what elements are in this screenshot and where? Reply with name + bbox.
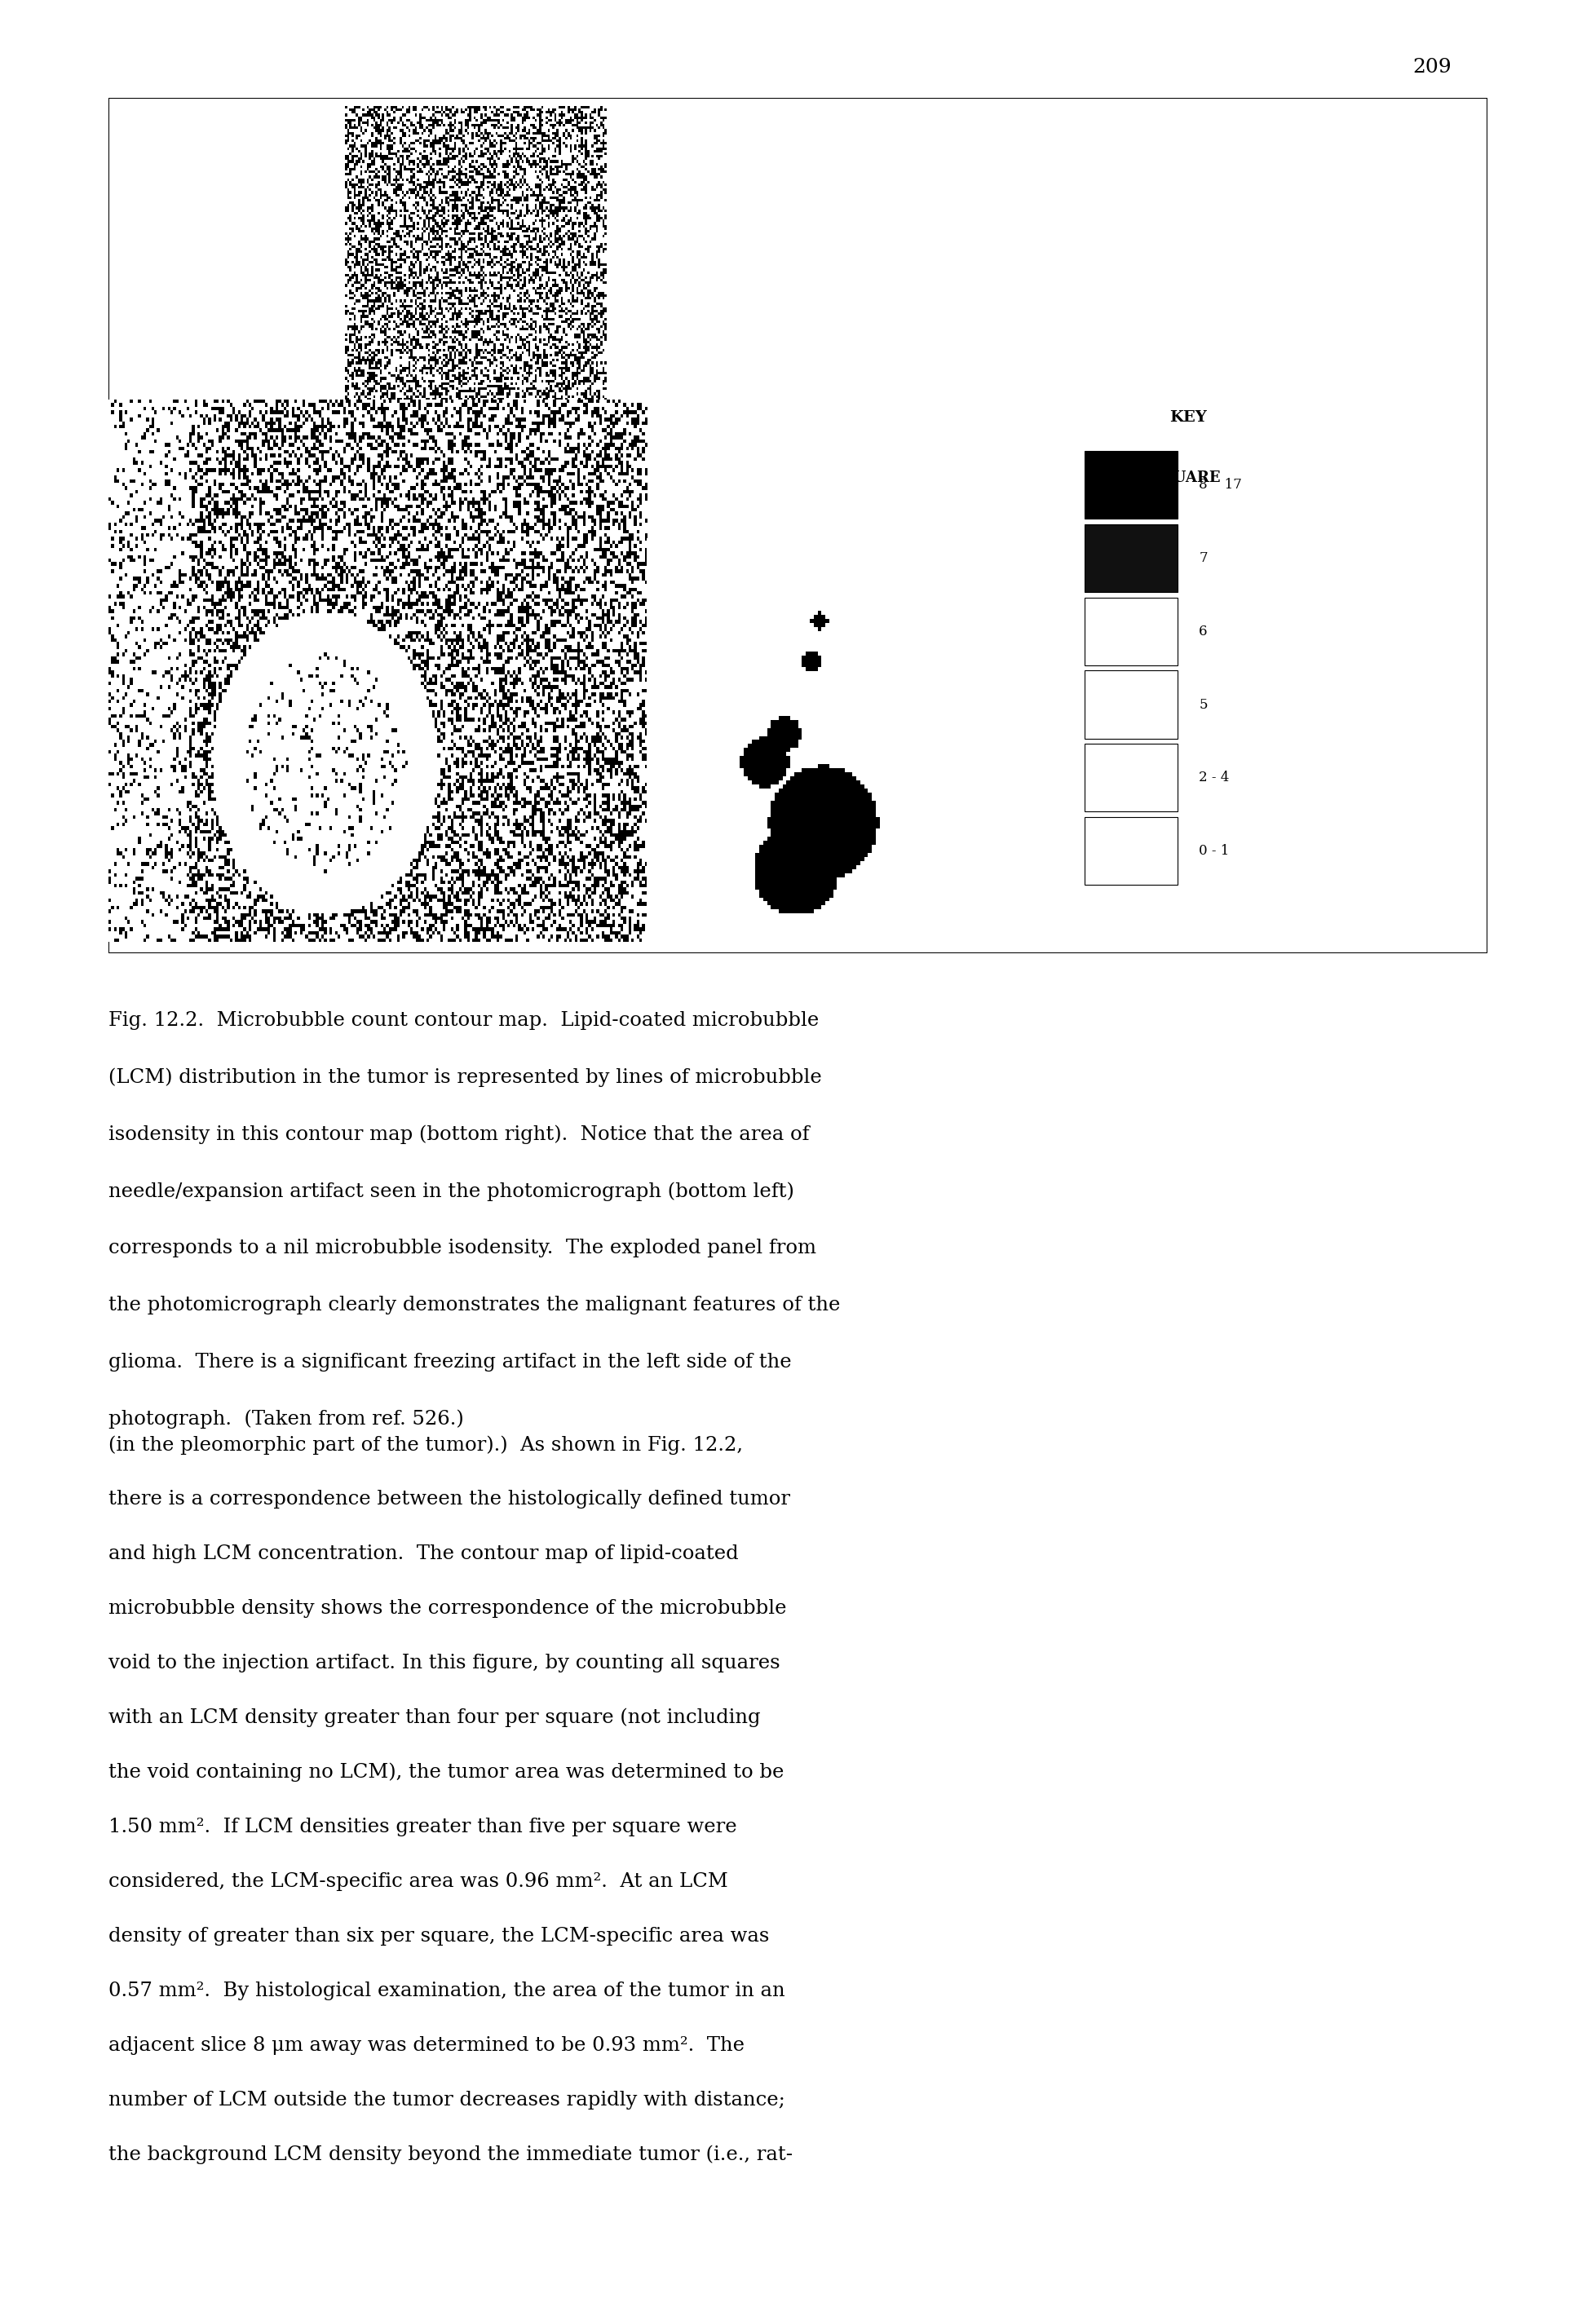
Text: void to the injection artifact. In this figure, by counting all squares: void to the injection artifact. In this … xyxy=(108,1655,780,1673)
Text: 2 - 4: 2 - 4 xyxy=(1200,772,1230,786)
Bar xyxy=(1085,525,1177,593)
Bar xyxy=(1085,597,1177,665)
Bar xyxy=(1085,451,1177,518)
Bar xyxy=(1085,744,1177,811)
Text: number of LCM outside the tumor decreases rapidly with distance;: number of LCM outside the tumor decrease… xyxy=(108,2092,784,2110)
Text: 0 - 1: 0 - 1 xyxy=(1200,844,1230,858)
Text: photograph.  (Taken from ref. 526.): photograph. (Taken from ref. 526.) xyxy=(108,1411,463,1429)
Text: (LCM) distribution in the tumor is represented by lines of microbubble: (LCM) distribution in the tumor is repre… xyxy=(108,1069,821,1088)
Text: adjacent slice 8 μm away was determined to be 0.93 mm².  The: adjacent slice 8 μm away was determined … xyxy=(108,2036,745,2054)
Text: the photomicrograph clearly demonstrates the malignant features of the: the photomicrograph clearly demonstrates… xyxy=(108,1297,840,1315)
Text: 0.57 mm².  By histological examination, the area of the tumor in an: 0.57 mm². By histological examination, t… xyxy=(108,1982,784,2001)
Text: Fig. 12.2.  Microbubble count contour map.  Lipid-coated microbubble: Fig. 12.2. Microbubble count contour map… xyxy=(108,1011,819,1030)
Text: 5: 5 xyxy=(1200,697,1208,711)
Text: the background LCM density beyond the immediate tumor (i.e., rat-: the background LCM density beyond the im… xyxy=(108,2145,792,2164)
Text: 209: 209 xyxy=(1413,58,1451,77)
Text: 7: 7 xyxy=(1200,551,1208,565)
Text: isodensity in this contour map (bottom right).  Notice that the area of: isodensity in this contour map (bottom r… xyxy=(108,1125,810,1143)
Text: #/ SQUARE: #/ SQUARE xyxy=(1126,469,1220,486)
Text: the void containing no LCM), the tumor area was determined to be: the void containing no LCM), the tumor a… xyxy=(108,1764,784,1783)
Text: 6: 6 xyxy=(1200,625,1208,639)
Text: 1.50 mm².  If LCM densities greater than five per square were: 1.50 mm². If LCM densities greater than … xyxy=(108,1817,737,1836)
Bar xyxy=(1085,672,1177,739)
Text: with an LCM density greater than four per square (not including: with an LCM density greater than four pe… xyxy=(108,1708,760,1727)
Text: density of greater than six per square, the LCM-specific area was: density of greater than six per square, … xyxy=(108,1927,768,1945)
Text: 8    17: 8 17 xyxy=(1200,479,1243,493)
Text: and high LCM concentration.  The contour map of lipid-coated: and high LCM concentration. The contour … xyxy=(108,1545,738,1564)
Text: considered, the LCM-specific area was 0.96 mm².  At an LCM: considered, the LCM-specific area was 0.… xyxy=(108,1873,727,1892)
Text: microbubble density shows the correspondence of the microbubble: microbubble density shows the correspond… xyxy=(108,1599,786,1618)
Text: glioma.  There is a significant freezing artifact in the left side of the: glioma. There is a significant freezing … xyxy=(108,1353,791,1371)
Bar xyxy=(1085,818,1177,885)
Text: (in the pleomorphic part of the tumor).)  As shown in Fig. 12.2,: (in the pleomorphic part of the tumor).)… xyxy=(108,1436,743,1455)
Text: needle/expansion artifact seen in the photomicrograph (bottom left): needle/expansion artifact seen in the ph… xyxy=(108,1183,794,1202)
Text: corresponds to a nil microbubble isodensity.  The exploded panel from: corresponds to a nil microbubble isodens… xyxy=(108,1239,816,1257)
Text: there is a correspondence between the histologically defined tumor: there is a correspondence between the hi… xyxy=(108,1490,789,1508)
Text: KEY: KEY xyxy=(1169,411,1206,425)
